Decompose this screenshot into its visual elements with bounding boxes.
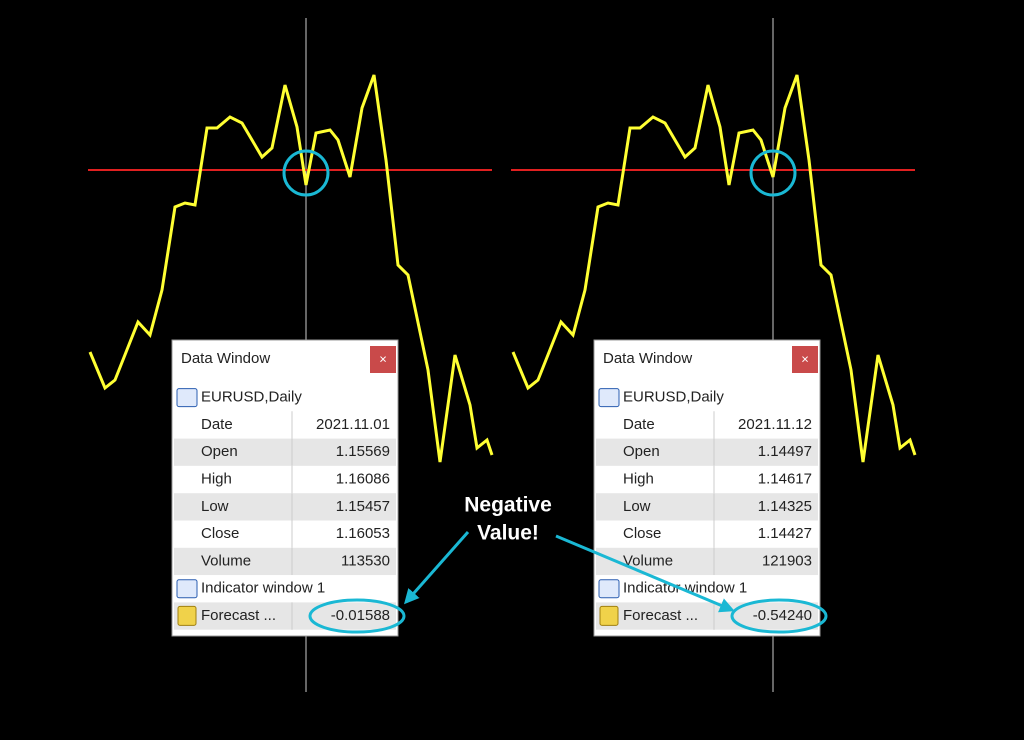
row-label: High	[201, 471, 232, 488]
row-value: 1.15569	[336, 443, 390, 460]
row-value: 1.16053	[336, 525, 390, 542]
row-bg	[596, 547, 818, 576]
data-window: Data Window × EURUSD,Daily Date 2021.11.12 Op…	[593, 339, 828, 637]
window-title: Data Window	[603, 350, 692, 367]
row-value: 1.16086	[336, 471, 390, 488]
close-button[interactable]: ×	[792, 346, 818, 373]
close-button[interactable]: ×	[370, 346, 396, 373]
data-window: Data Window × EURUSD,Daily Date 2021.11.01 Op…	[171, 339, 406, 637]
row-bg	[596, 438, 818, 466]
close-bg	[792, 346, 818, 373]
indicator-name: Indicator window 1	[623, 580, 747, 597]
row-label: Date	[623, 416, 655, 433]
symbol: EURUSD,Daily	[623, 389, 724, 406]
row-value: 2021.11.12	[738, 416, 812, 433]
function-icon	[599, 605, 619, 626]
row-label: Open	[623, 443, 660, 460]
chart-icon	[176, 388, 198, 408]
highlight-circle	[749, 149, 797, 197]
arrow	[404, 531, 470, 605]
row-value: 1.14617	[758, 471, 812, 488]
chart-icon	[598, 579, 620, 599]
row-bg	[174, 465, 396, 494]
function-icon	[177, 605, 197, 626]
row-label: Volume	[201, 552, 251, 569]
row-value: 1.14325	[758, 498, 812, 515]
row-label: High	[623, 471, 654, 488]
row-bg	[596, 575, 818, 603]
row-label: Low	[623, 498, 651, 515]
row-bg	[596, 520, 818, 548]
row-bg	[596, 411, 818, 439]
indicator-name: Indicator window 1	[201, 580, 325, 597]
row-value: 1.15457	[336, 498, 390, 515]
row-bg	[596, 384, 818, 412]
forecast-value: -0.54240	[753, 607, 812, 624]
row-bg	[174, 520, 396, 548]
row-label: Low	[201, 498, 229, 515]
close-bg	[370, 346, 396, 373]
row-bg	[174, 547, 396, 576]
close-icon: ×	[801, 351, 809, 366]
row-label: Close	[201, 525, 239, 542]
chart-icon	[598, 388, 620, 408]
window-title: Data Window	[181, 350, 270, 367]
row-bg	[174, 438, 396, 466]
forecast-value: -0.01588	[331, 607, 390, 624]
row-label: Open	[201, 443, 238, 460]
row-bg	[596, 602, 818, 630]
row-value: 121903	[762, 552, 812, 569]
row-label: Volume	[623, 552, 673, 569]
row-value: 1.14427	[758, 525, 812, 542]
forecast-label: Forecast ...	[623, 607, 698, 624]
row-bg	[596, 493, 818, 521]
row-label: Close	[623, 525, 661, 542]
close-icon: ×	[379, 351, 387, 366]
data-windows: Data Window × EURUSD,Daily Date 2021.11.01 Op…	[171, 339, 828, 637]
annotation: Negative	[464, 494, 552, 517]
row-label: Date	[201, 416, 233, 433]
arrow	[555, 534, 735, 613]
symbol: EURUSD,Daily	[201, 389, 302, 406]
row-bg	[174, 575, 396, 603]
annotation: Value!	[477, 522, 539, 545]
row-value: 1.14497	[758, 443, 812, 460]
row-bg	[174, 493, 396, 521]
chart-icon	[176, 579, 198, 599]
row-value: 2021.11.01	[316, 416, 390, 433]
row-bg	[174, 411, 396, 439]
row-value: 113530	[341, 552, 390, 569]
forecast-label: Forecast ...	[201, 607, 276, 624]
highlight-circle	[282, 149, 330, 197]
highlight-ellipse	[730, 598, 828, 634]
row-bg	[174, 384, 396, 412]
highlight-ellipse	[308, 598, 406, 634]
row-bg	[596, 465, 818, 494]
row-bg	[174, 602, 396, 630]
